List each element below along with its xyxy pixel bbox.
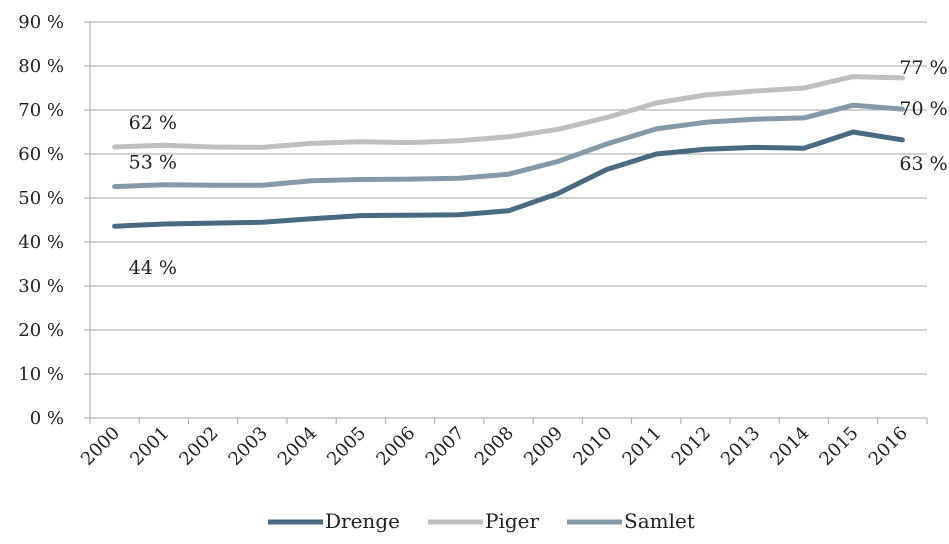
x-tick-label: 2002 [175, 423, 222, 470]
series-line-piger [112, 74, 905, 150]
data-label-drenge: 44 % [129, 257, 177, 279]
y-tick-label: 20 % [18, 320, 64, 341]
x-tick-label: 2010 [569, 423, 616, 470]
y-tick-label: 80 % [18, 56, 64, 77]
x-tick-labels: 2000 2001 2002 2003 2004 2005 2006 2007 2008 2009… [77, 423, 912, 470]
legend-label-piger: Piger [485, 509, 539, 533]
y-tick-label: 0 % [30, 408, 64, 429]
x-tick-label: 2008 [471, 423, 518, 470]
x-tick-label: 2013 [717, 423, 764, 470]
y-tick-label: 90 % [18, 12, 64, 33]
legend-label-drenge: Drenge [325, 509, 400, 533]
x-tick-label: 2000 [77, 423, 124, 470]
y-tick-labels: 0 % 10 % 20 % 30 % 40 % 50 % 60 % 70 % 80 % 90 % [18, 12, 64, 429]
x-tick-label: 2016 [865, 423, 912, 470]
data-label-samlet: 53 % [129, 152, 177, 174]
x-tick-label: 2007 [422, 423, 469, 470]
x-tick-label: 2004 [274, 423, 321, 470]
gridlines [84, 21, 927, 419]
y-tick-label: 30 % [18, 276, 64, 297]
series-line-drenge [112, 129, 905, 229]
x-tick-label: 2009 [520, 423, 567, 470]
data-label-samlet: 70 % [899, 98, 947, 120]
y-tick-label: 10 % [18, 364, 64, 385]
legend-label-samlet: Samlet [624, 509, 695, 533]
axes [89, 22, 928, 424]
x-tick-label: 2003 [225, 423, 272, 470]
y-tick-label: 50 % [18, 188, 64, 209]
y-tick-label: 40 % [18, 232, 64, 253]
x-tick-label: 2014 [766, 423, 813, 470]
x-tick-label: 2006 [372, 423, 419, 470]
series-lines [112, 74, 905, 229]
y-tick-label: 70 % [18, 100, 64, 121]
x-tick-label: 2011 [618, 423, 665, 470]
series-line-samlet [112, 102, 905, 190]
data-label-drenge: 63 % [899, 153, 947, 175]
data-label-piger: 77 % [899, 57, 947, 79]
y-tick-label: 60 % [18, 144, 64, 165]
data-label-piger: 62 % [129, 112, 177, 134]
x-tick-label: 2001 [126, 423, 173, 470]
data-labels: 62 % 53 % 44 % 77 % 70 % 63 % [129, 57, 948, 279]
x-tick-label: 2012 [668, 423, 715, 470]
x-tick-label: 2015 [815, 423, 862, 470]
x-tick-label: 2005 [323, 423, 370, 470]
legend: Drenge Piger Samlet [268, 509, 695, 533]
